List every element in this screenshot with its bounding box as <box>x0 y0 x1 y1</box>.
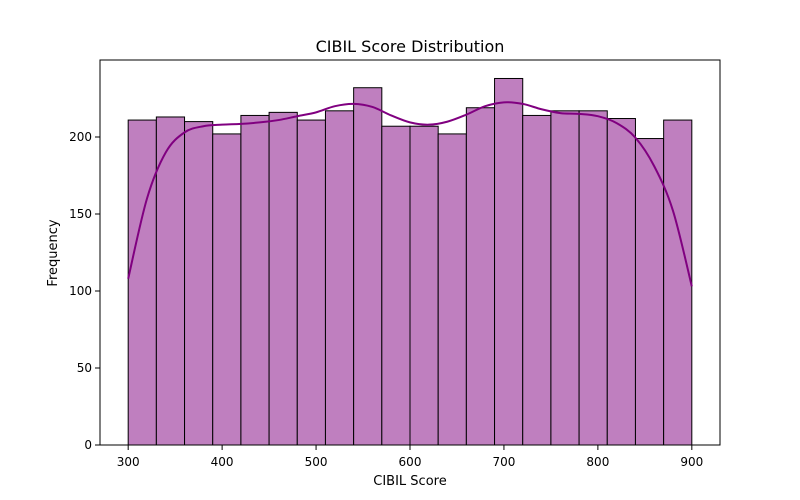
histogram-bar <box>606 118 636 446</box>
histogram-bar <box>494 77 524 446</box>
x-axis-ticks: 300 400 500 600 700 800 900 <box>117 445 703 469</box>
x-axis-label: CIBIL Score <box>373 474 446 489</box>
histogram-bar <box>634 138 665 446</box>
y-tick-label: 200 <box>69 130 92 144</box>
histogram-bars <box>127 77 693 446</box>
x-tick-label: 900 <box>680 455 703 469</box>
x-tick-label: 800 <box>586 455 609 469</box>
y-tick-label: 50 <box>77 361 92 375</box>
histogram-bar <box>353 87 383 446</box>
histogram-bar <box>437 133 467 446</box>
x-tick-label: 700 <box>492 455 515 469</box>
histogram-bar <box>522 114 552 446</box>
histogram-bar <box>663 119 693 446</box>
y-axis-label: Frequency <box>46 219 61 286</box>
x-tick-label: 400 <box>211 455 234 469</box>
x-tick-label: 500 <box>305 455 328 469</box>
histogram-bar <box>127 119 157 446</box>
y-tick-label: 100 <box>69 284 92 298</box>
histogram-bar <box>409 125 439 446</box>
histogram-bar <box>268 111 298 446</box>
histogram-bar <box>296 119 326 446</box>
histogram-bar <box>550 110 580 446</box>
histogram-bar <box>212 133 242 446</box>
kde-curve <box>127 101 693 287</box>
histogram-bar <box>324 110 355 446</box>
histogram-bar <box>155 116 186 446</box>
x-tick-label: 600 <box>399 455 422 469</box>
histogram-bar <box>578 110 608 446</box>
y-tick-label: 150 <box>69 207 92 221</box>
histogram-bar <box>240 114 270 446</box>
histogram-bar <box>465 107 496 446</box>
y-axis-ticks: 0 50 100 150 200 <box>69 130 100 452</box>
x-tick-label: 300 <box>117 455 140 469</box>
histogram-bar <box>381 125 411 446</box>
histogram-bar <box>184 121 214 446</box>
y-tick-label: 0 <box>84 438 92 452</box>
chart-title: CIBIL Score Distribution <box>316 37 505 56</box>
